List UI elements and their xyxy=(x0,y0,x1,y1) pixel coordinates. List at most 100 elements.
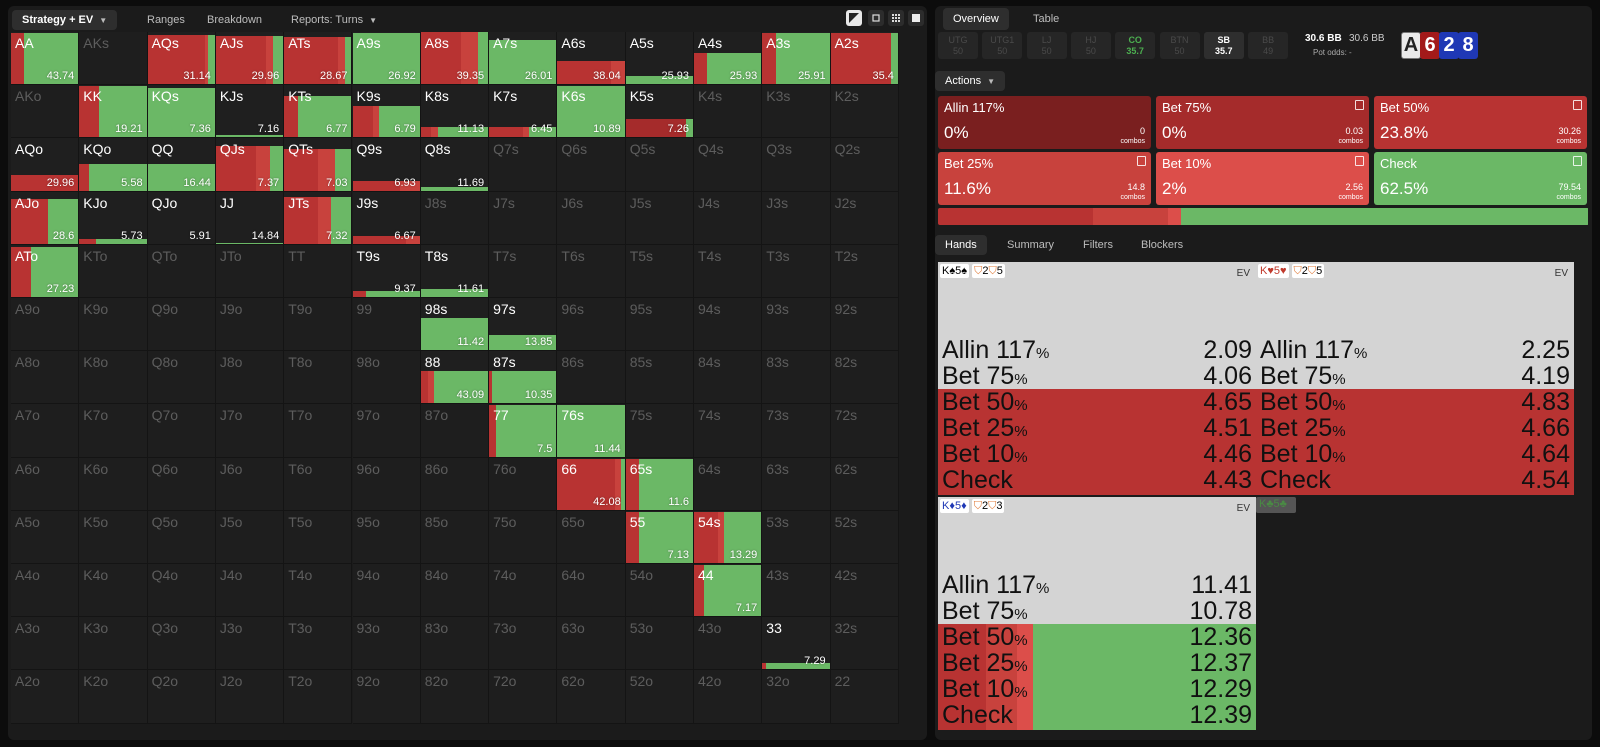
hand-cell[interactable]: 6.67 J9s xyxy=(352,191,421,245)
hand-cell[interactable]: A3o xyxy=(11,617,80,671)
hand-cell[interactable]: A6o xyxy=(11,457,80,511)
hand-cell[interactable]: 6.45 K7s xyxy=(489,85,558,139)
hand-cell[interactable]: J8o xyxy=(215,351,285,405)
hand-cell[interactable]: 7.29 33 xyxy=(762,617,831,671)
hand-cell[interactable]: 7.32 JTs xyxy=(284,191,353,245)
hand-cell[interactable]: Q5s xyxy=(625,138,694,192)
actions-dropdown[interactable]: Actions ▼ xyxy=(935,71,1005,91)
hand-cell[interactable]: K4o xyxy=(79,564,148,618)
hand-cell[interactable]: 10.89 K6s xyxy=(557,85,626,139)
hand-card[interactable]: K♠5♠ ⛉ 2 ⛉ 5 EV Allin 117% 2.09 Bet 75% 4.06 Bet 5… xyxy=(938,262,1256,495)
hand-cell[interactable]: 7.13 55 xyxy=(625,510,694,564)
hand-cell[interactable]: T7s xyxy=(489,244,558,298)
hand-cell[interactable]: 73o xyxy=(489,617,558,671)
action-check[interactable]: Check 62.5% 79.54 combos xyxy=(1374,152,1587,205)
position-hj[interactable]: HJ 50 xyxy=(1070,32,1111,59)
hand-cell[interactable]: Q4o xyxy=(147,564,216,618)
report-icon[interactable] xyxy=(1573,100,1582,110)
hand-cell[interactable]: 39.35 A8s xyxy=(420,32,490,86)
hand-cell[interactable]: T9o xyxy=(284,298,353,352)
hand-cell[interactable]: 85s xyxy=(625,351,694,405)
hand-card[interactable]: K♥5♥ ⛉ 2 ⛉ 5 EV Allin 117% 2.25 Bet 75% 4.19 Bet 5… xyxy=(1256,262,1574,495)
position-co[interactable]: CO 35.7 xyxy=(1115,32,1156,59)
hand-cell[interactable]: K3o xyxy=(79,617,148,671)
hand-cell[interactable]: 99 xyxy=(352,298,421,352)
hand-cell[interactable]: J2s xyxy=(830,191,899,245)
hand-cell[interactable]: 82o xyxy=(420,670,490,724)
hand-cell[interactable]: 11.69 Q8s xyxy=(420,138,490,192)
hand-cell[interactable]: 43.09 88 xyxy=(420,351,490,405)
hand-cell[interactable]: T3o xyxy=(284,617,353,671)
hand-cell[interactable]: 86o xyxy=(420,457,490,511)
grid-dots-icon[interactable] xyxy=(888,10,904,26)
hand-cell[interactable]: J2o xyxy=(215,670,285,724)
hand-cell[interactable]: 7.16 KJs xyxy=(215,85,285,139)
hand-cell[interactable]: 73s xyxy=(762,404,831,458)
hand-card[interactable]: K♦5♦ ⛉ 2 ⛉ 3 EV Allin 117% 11.41 Bet 75% 10.78 Bet… xyxy=(938,497,1256,730)
hand-cell[interactable]: AKs xyxy=(79,32,148,86)
hand-cell[interactable]: A8o xyxy=(11,351,80,405)
hand-cell[interactable]: KTo xyxy=(79,244,148,298)
hand-cell[interactable]: 11.6 65s xyxy=(625,457,694,511)
hand-cell[interactable]: 28.6 AJo xyxy=(11,191,80,245)
hand-cell[interactable]: 6.93 Q9s xyxy=(352,138,421,192)
hand-cell[interactable]: 11.61 T8s xyxy=(420,244,490,298)
hand-cell[interactable]: 42s xyxy=(830,564,899,618)
report-icon[interactable] xyxy=(1355,100,1364,110)
tab-reports-turns[interactable]: Reports: Turns ▼ xyxy=(281,10,387,30)
action-bet-50[interactable]: Bet 50% 23.8% 30.26 combos xyxy=(1374,96,1587,149)
hand-cell[interactable]: J7s xyxy=(489,191,558,245)
hand-cell[interactable]: 11.44 76s xyxy=(557,404,626,458)
hand-cell[interactable]: K4s xyxy=(694,85,763,139)
hand-cell[interactable]: 22 xyxy=(830,670,899,724)
hand-cell[interactable]: 85o xyxy=(420,510,490,564)
hand-cell[interactable]: 28.67 ATs xyxy=(284,32,353,86)
hand-cell[interactable]: Q2o xyxy=(147,670,216,724)
hand-cell[interactable]: 14.84 JJ xyxy=(215,191,285,245)
hand-cell[interactable]: 29.96 AQo xyxy=(11,138,80,192)
hand-cell[interactable]: 7.5 77 xyxy=(489,404,558,458)
hand-cell[interactable]: 7.17 44 xyxy=(694,564,763,618)
hand-cell[interactable]: J6s xyxy=(557,191,626,245)
hand-cell[interactable]: 93s xyxy=(762,298,831,352)
hand-cell[interactable]: 72s xyxy=(830,404,899,458)
hand-cell[interactable]: 84s xyxy=(694,351,763,405)
hand-cell[interactable]: 98o xyxy=(352,351,421,405)
square-full-icon[interactable] xyxy=(908,10,924,26)
tab-hands[interactable]: Hands xyxy=(935,235,987,255)
hand-cell[interactable]: 87o xyxy=(420,404,490,458)
hand-cell[interactable]: 6.79 K9s xyxy=(352,85,421,139)
position-utg1[interactable]: UTG1 50 xyxy=(982,32,1023,59)
hand-cell[interactable]: K7o xyxy=(79,404,148,458)
hand-cell[interactable]: A7o xyxy=(11,404,80,458)
hand-cell[interactable]: Q8o xyxy=(147,351,216,405)
hand-cell[interactable]: JTo xyxy=(215,244,285,298)
hand-cell[interactable]: 7.37 QJs xyxy=(215,138,285,192)
hand-cell[interactable]: J4s xyxy=(694,191,763,245)
hand-cell[interactable]: T6o xyxy=(284,457,353,511)
hand-cell[interactable]: K8o xyxy=(79,351,148,405)
hand-cell[interactable]: J5s xyxy=(625,191,694,245)
hand-cell[interactable]: 95s xyxy=(625,298,694,352)
hand-cell[interactable]: 53o xyxy=(625,617,694,671)
hand-cell[interactable]: A4o xyxy=(11,564,80,618)
tab-summary[interactable]: Summary xyxy=(1007,239,1055,251)
hand-cell[interactable]: 11.42 98s xyxy=(420,298,490,352)
hand-cell[interactable]: 9.37 T9s xyxy=(352,244,421,298)
hand-cell[interactable]: Q5o xyxy=(147,510,216,564)
hand-cell[interactable]: 25.91 A3s xyxy=(762,32,831,86)
hand-cell[interactable]: 74s xyxy=(694,404,763,458)
hand-cell[interactable]: 31.14 AQs xyxy=(147,32,216,86)
position-bb[interactable]: BB 49 xyxy=(1248,32,1289,59)
hand-cell[interactable]: T2s xyxy=(830,244,899,298)
hand-cell[interactable]: 29.96 AJs xyxy=(215,32,285,86)
hand-cell[interactable]: QTo xyxy=(147,244,216,298)
hand-cell[interactable]: 42.08 66 xyxy=(557,457,626,511)
action-bet-75[interactable]: Bet 75% 0% 0.03 combos xyxy=(1156,96,1369,149)
hand-cell[interactable]: 7.26 K5s xyxy=(625,85,694,139)
hand-cell[interactable]: 62o xyxy=(557,670,626,724)
hand-cell[interactable]: 10.35 87s xyxy=(489,351,558,405)
hand-cell[interactable]: 94s xyxy=(694,298,763,352)
hand-cell[interactable]: T6s xyxy=(557,244,626,298)
hand-cell[interactable]: 19.21 KK xyxy=(79,85,148,139)
